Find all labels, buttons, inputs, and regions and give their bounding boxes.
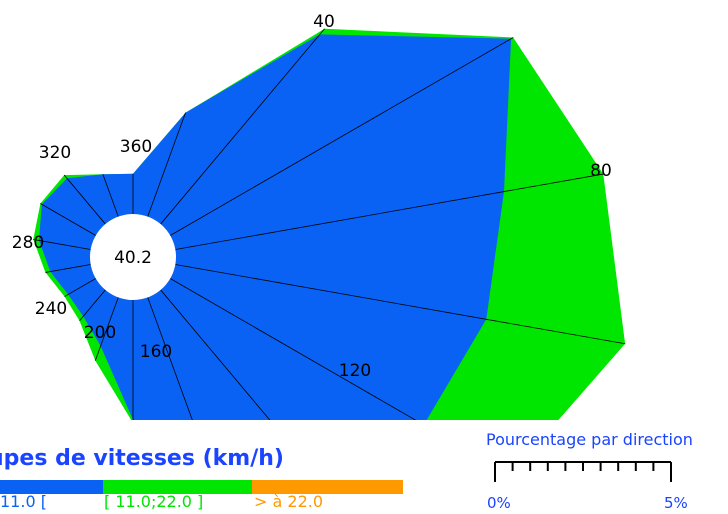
spoke-220	[79, 289, 106, 321]
center-value: 40.2	[114, 248, 152, 268]
spoke-320	[63, 174, 106, 225]
spoke-340	[102, 174, 119, 217]
spoke-300	[40, 203, 96, 236]
spoke-80	[175, 173, 604, 250]
spoke-40	[160, 28, 325, 225]
direction-label-80: 80	[590, 161, 612, 181]
scale-ticks	[494, 462, 672, 482]
direction-label-280: 280	[12, 233, 44, 253]
legend-label-3: > à 22.0	[254, 492, 324, 511]
spoke-280	[33, 239, 91, 250]
percentage-scale	[494, 461, 672, 482]
direction-label-320: 320	[39, 143, 71, 163]
direction-labels: 40 80 120 160 200 240 280 320 360	[12, 12, 612, 381]
wind-rose-chart: 40.2 40 80 120 160 200 240 280 320 360	[12, 12, 626, 420]
scale-min-label: 0%	[487, 494, 511, 512]
spoke-60	[170, 37, 514, 236]
center-hole	[90, 214, 176, 300]
direction-label-40: 40	[313, 12, 335, 32]
scale-title: Pourcentage par direction	[486, 430, 693, 449]
spoke-200	[94, 297, 119, 361]
spoke-260	[45, 264, 91, 273]
direction-label-200: 200	[84, 323, 116, 343]
spoke-20	[147, 112, 186, 217]
direction-label-120: 120	[339, 361, 371, 381]
legend-swatch-3	[252, 480, 403, 494]
scale-max-label: 5%	[664, 494, 688, 512]
legend-swatch-2	[103, 480, 252, 494]
rose-layers	[33, 28, 626, 420]
direction-label-360: 360	[120, 137, 152, 157]
legend-title: upes de vitesses (km/h)	[0, 446, 284, 471]
legend-label-2: [ 11.0;22.0 ]	[104, 492, 204, 511]
spoke-140	[160, 289, 271, 420]
direction-label-240: 240	[35, 299, 67, 319]
spoke-120	[170, 278, 417, 420]
spoke-240	[64, 278, 96, 297]
legend-swatch-1	[0, 480, 103, 494]
spoke-100	[175, 264, 626, 345]
legend-label-1: 11.0 [	[0, 492, 47, 511]
spoke-160	[147, 297, 193, 420]
direction-label-160: 160	[140, 342, 172, 362]
